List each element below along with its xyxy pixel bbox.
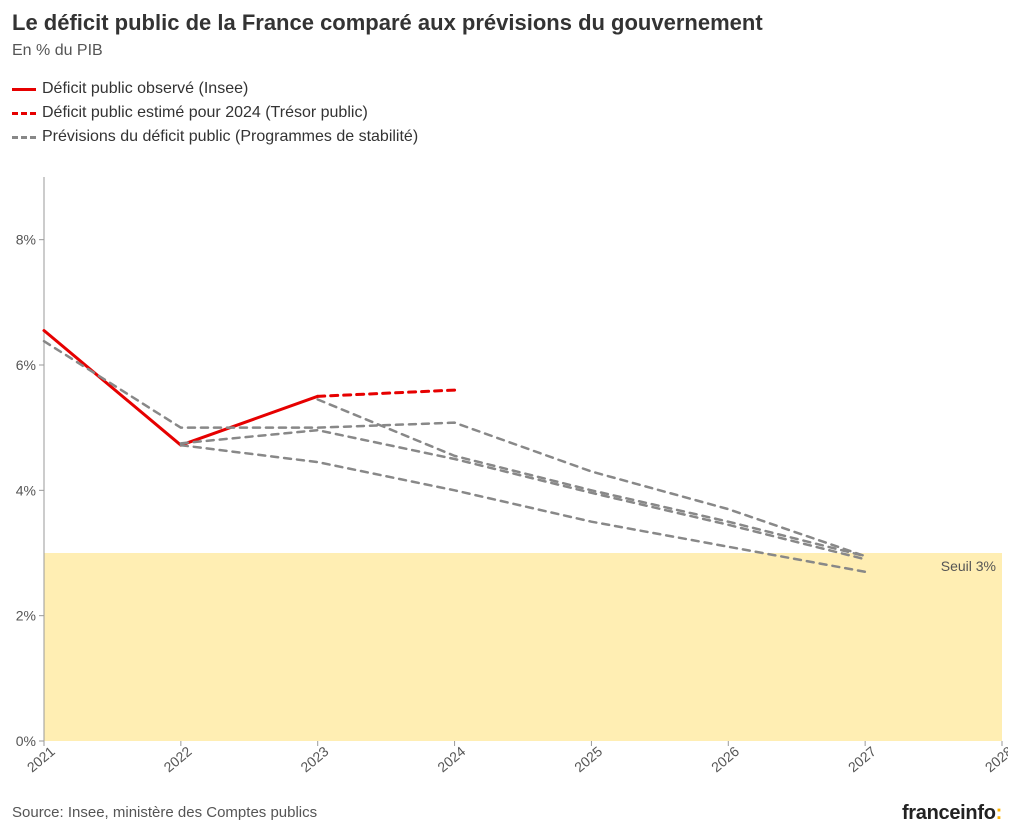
legend: Déficit public observé (Insee) Déficit p… — [12, 78, 418, 150]
brand-logo: franceinfo: — [902, 802, 1002, 825]
svg-text:6%: 6% — [16, 357, 36, 373]
svg-text:2028: 2028 — [982, 743, 1008, 775]
source-text: Source: Insee, ministère des Comptes pub… — [12, 804, 317, 821]
svg-text:2027: 2027 — [845, 743, 879, 775]
legend-item-forecast: Prévisions du déficit public (Programmes… — [12, 126, 418, 148]
chart-subtitle: En % du PIB — [12, 42, 103, 60]
legend-label: Prévisions du déficit public (Programmes… — [42, 126, 418, 148]
brand-colon-icon: : — [996, 802, 1002, 824]
chart-title: Le déficit public de la France comparé a… — [12, 10, 763, 36]
svg-text:2024: 2024 — [434, 743, 468, 775]
legend-swatch-icon — [12, 136, 36, 139]
legend-label: Déficit public observé (Insee) — [42, 78, 248, 100]
svg-text:0%: 0% — [16, 733, 36, 749]
legend-item-observed: Déficit public observé (Insee) — [12, 78, 418, 100]
svg-text:8%: 8% — [16, 232, 36, 248]
line-chart: 0%2%4%6%8%202120222023202420252026202720… — [12, 165, 1008, 775]
svg-text:2026: 2026 — [708, 743, 742, 775]
svg-text:2%: 2% — [16, 608, 36, 624]
svg-text:4%: 4% — [16, 482, 36, 498]
svg-text:Seuil 3%: Seuil 3% — [941, 558, 996, 574]
legend-label: Déficit public estimé pour 2024 (Trésor … — [42, 102, 368, 124]
svg-text:2022: 2022 — [161, 743, 195, 775]
chart-area: 0%2%4%6%8%202120222023202420252026202720… — [12, 165, 1008, 775]
legend-swatch-icon — [12, 112, 36, 115]
svg-text:2023: 2023 — [297, 743, 331, 775]
svg-text:2025: 2025 — [571, 743, 605, 775]
brand-text: franceinfo — [902, 802, 996, 824]
legend-item-estimate: Déficit public estimé pour 2024 (Trésor … — [12, 102, 418, 124]
legend-swatch-icon — [12, 88, 36, 91]
